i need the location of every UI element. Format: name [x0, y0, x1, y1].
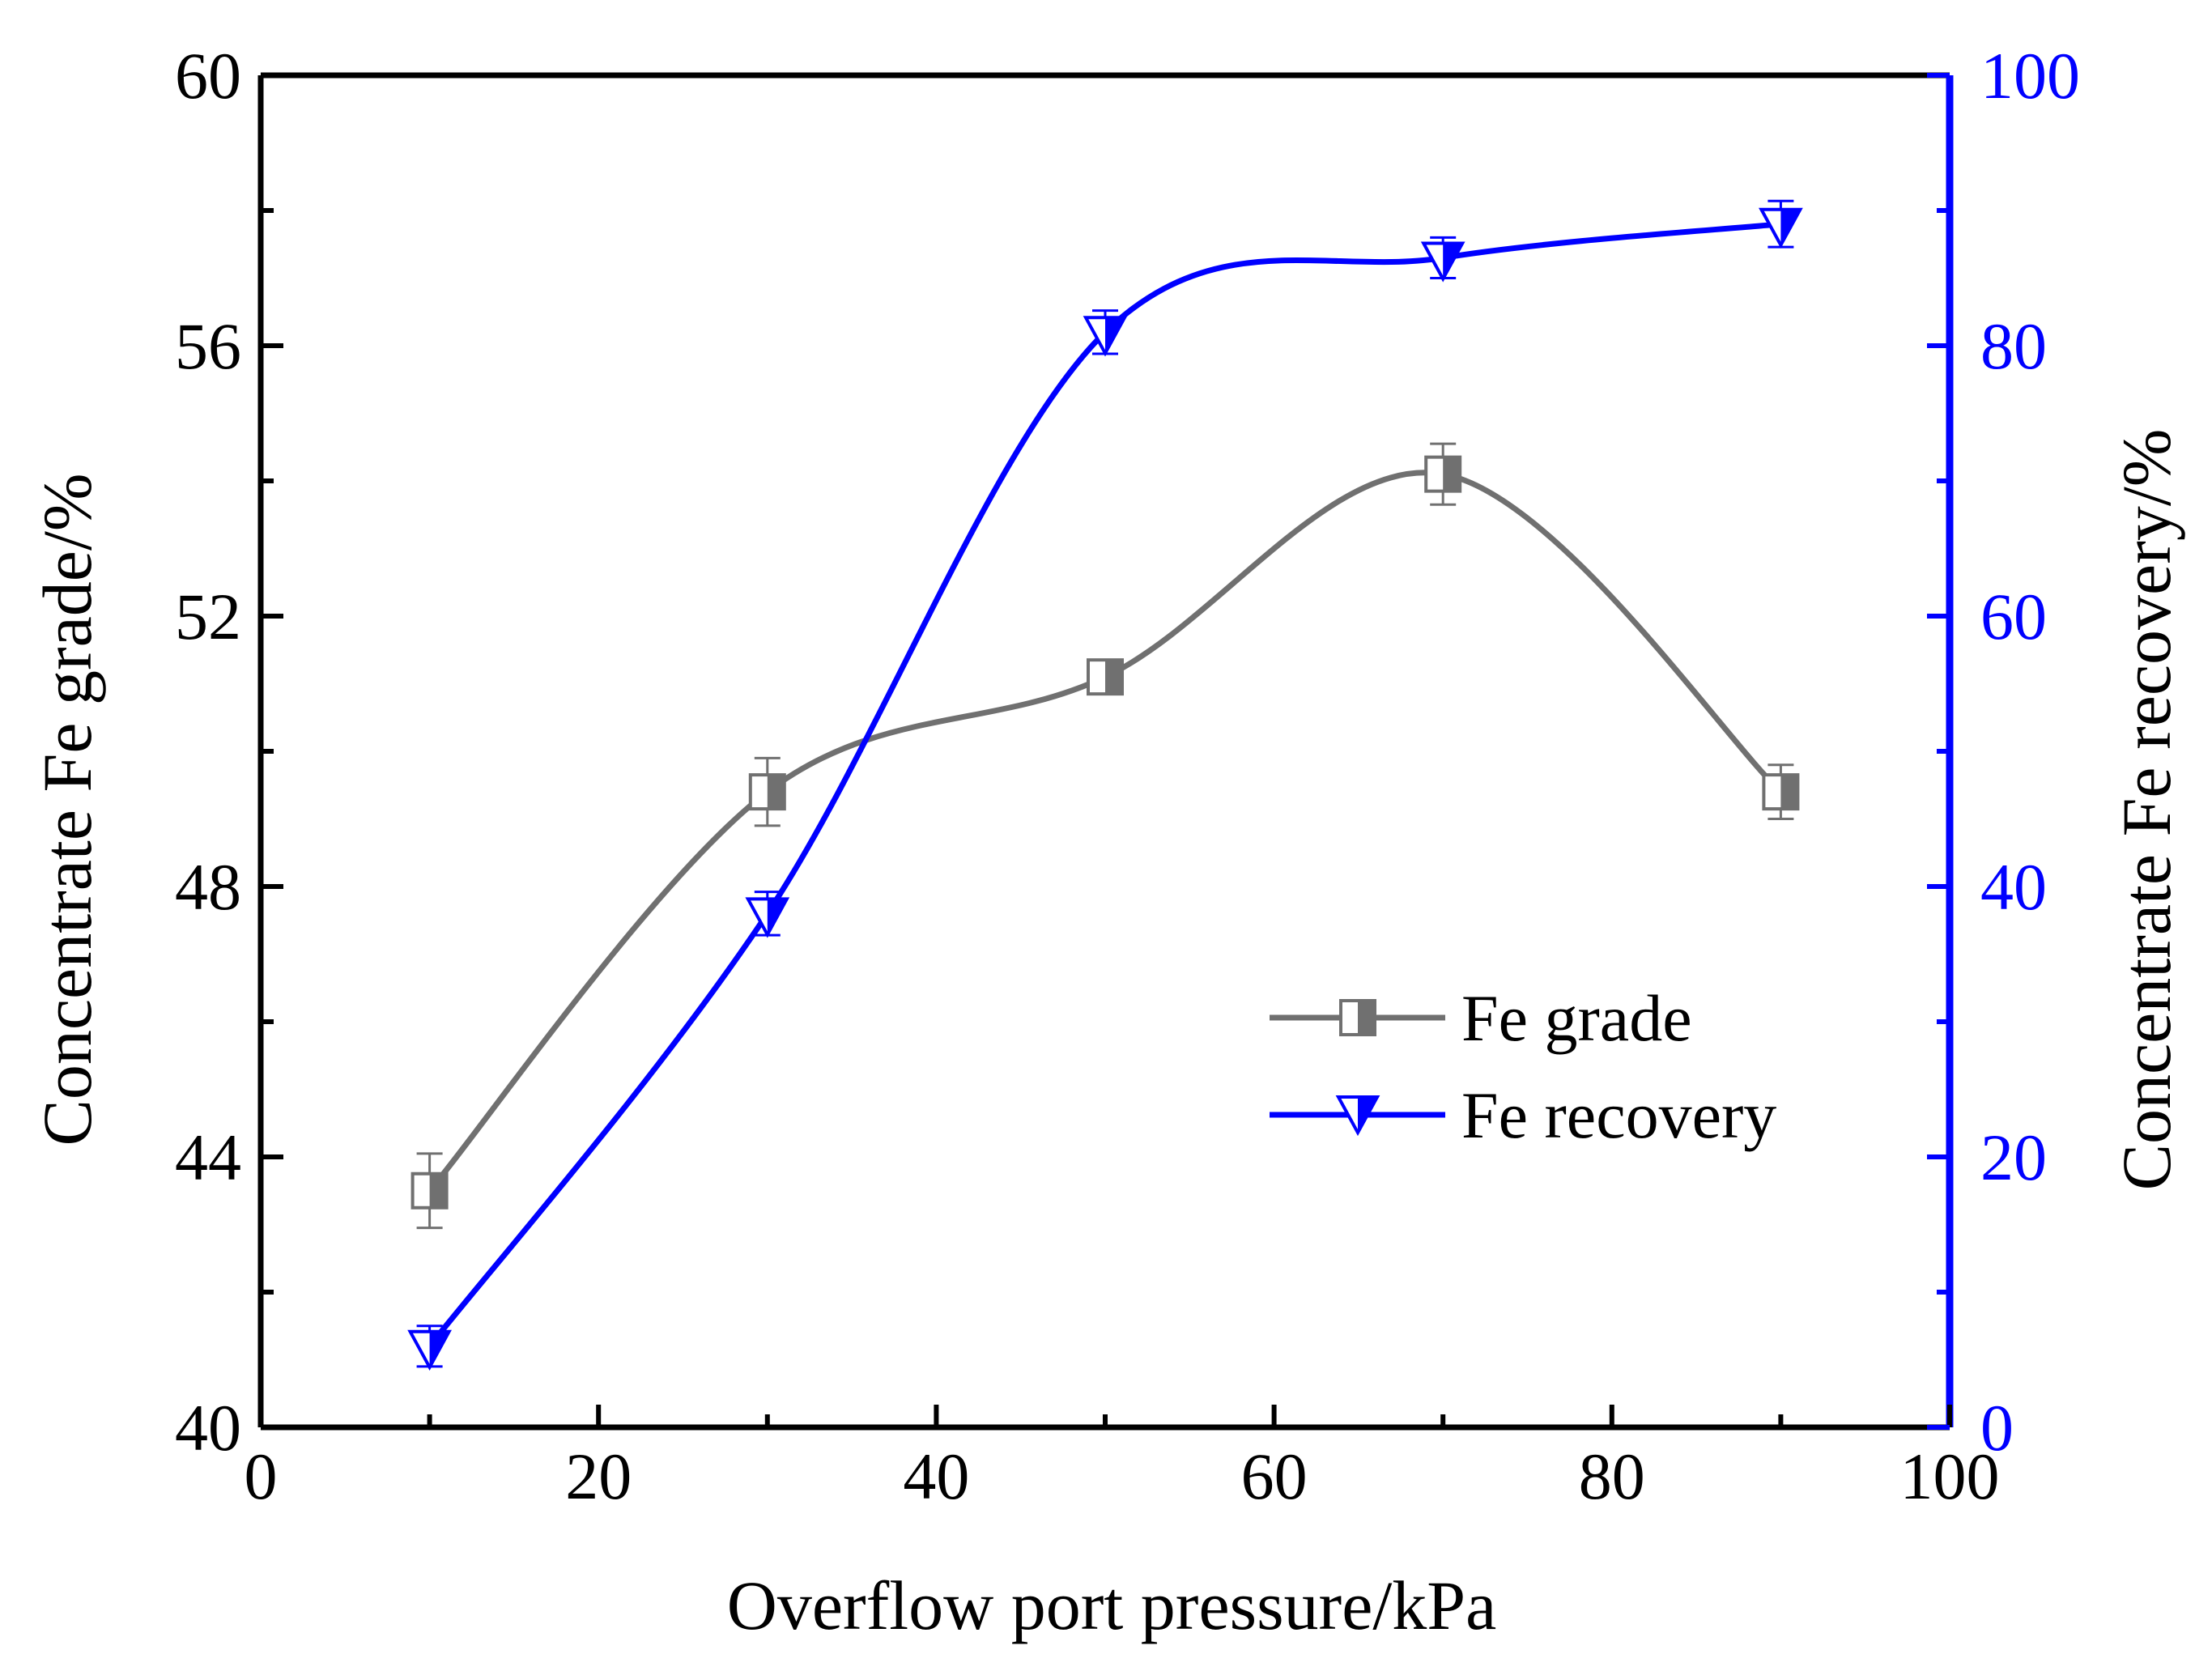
y-right-tick-label: 40: [1980, 850, 2047, 924]
marker-fill-fe-recovery: [1105, 317, 1125, 354]
data-point-fe-recovery: [1759, 199, 1803, 249]
legend-label-fe-grade: Fe grade: [1461, 981, 1692, 1055]
axes: 0 20 40 60 80 100 40 44 48 52 56 60 0 20 40 60 80 100: [175, 39, 2080, 1513]
x-tick-label: 80: [1579, 1439, 1645, 1513]
legend-item-fe-recovery: Fe recovery: [1270, 1078, 1776, 1152]
y-right-tick-label: 100: [1980, 39, 2080, 113]
data-point-fe-grade: [1087, 658, 1124, 696]
x-tick-label: 100: [1900, 1439, 2000, 1513]
y-left-tick-label: 44: [175, 1120, 241, 1194]
x-axis-title: Overflow port pressure/kPa: [727, 1567, 1497, 1644]
x-tick-label: 20: [565, 1439, 632, 1513]
legend-label-fe-recovery: Fe recovery: [1461, 1078, 1776, 1152]
x-tick-label: 60: [1241, 1439, 1308, 1513]
data-point-fe-grade: [748, 756, 786, 827]
data-point-fe-grade: [1424, 442, 1462, 506]
y-left-tick-label: 48: [175, 850, 241, 924]
marker-fill-fe-grade: [429, 1173, 447, 1208]
y-right-tick-label: 0: [1980, 1391, 2014, 1465]
y-left-tick-label: 60: [175, 39, 241, 113]
legend: Fe grade Fe recovery: [1270, 981, 1776, 1152]
plot-content: [407, 199, 1803, 1371]
marker-fill-fe-grade: [767, 775, 785, 810]
x-tick-label: 0: [245, 1439, 278, 1513]
y-right-tick-label: 80: [1980, 309, 2047, 383]
data-point-fe-recovery: [745, 891, 790, 938]
marker-fill-fe-recovery: [767, 899, 787, 935]
y-left-tick-label: 52: [175, 580, 241, 653]
legend-item-fe-grade: Fe grade: [1270, 981, 1692, 1055]
y-right-tick-label: 60: [1980, 580, 2047, 653]
marker-fill-fe-recovery: [429, 1331, 449, 1367]
marker-fill-fe-grade: [1443, 457, 1461, 491]
data-point-fe-grade: [410, 1152, 449, 1230]
y-left-tick-label: 40: [175, 1391, 241, 1465]
data-point-fe-grade: [1762, 763, 1800, 820]
y-left-tick-label: 56: [175, 309, 241, 383]
data-point-fe-recovery: [407, 1324, 452, 1371]
series-line-fe-recovery: [427, 221, 1781, 1348]
legend-marker-fill-fe-grade: [1358, 1001, 1375, 1035]
y-right-axis-title: Concentrate Fe recovery/%: [2108, 429, 2185, 1191]
legend-marker-fill-fe-recovery: [1358, 1097, 1377, 1133]
marker-fill-fe-grade: [1780, 775, 1798, 810]
data-point-fe-recovery: [1083, 309, 1128, 357]
marker-fill-fe-recovery: [1443, 243, 1463, 279]
marker-fill-fe-grade: [1105, 660, 1122, 695]
y-right-tick-label: 20: [1980, 1120, 2047, 1194]
y-left-axis-title: Concentrate Fe grade/%: [28, 474, 106, 1146]
data-point-fe-recovery: [1420, 236, 1465, 283]
marker-fill-fe-recovery: [1780, 209, 1801, 245]
x-tick-label: 40: [903, 1439, 969, 1513]
